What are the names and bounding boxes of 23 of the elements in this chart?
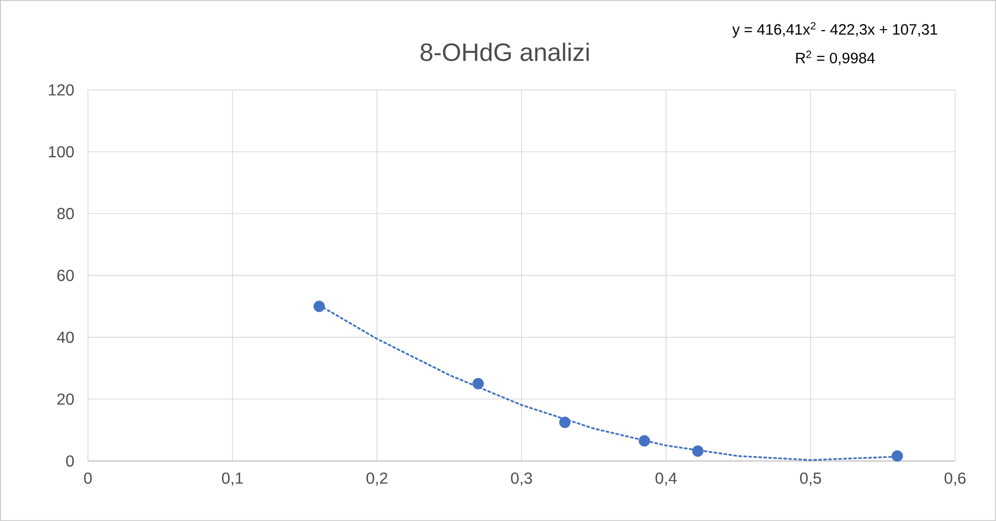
point bbox=[892, 450, 903, 462]
x-tick-label: 0,3 bbox=[511, 472, 532, 486]
x-tick-label: 0 bbox=[84, 472, 92, 484]
x-tick-label: 0,6 bbox=[944, 472, 966, 486]
text: y = 416,41x$^{2}$ - 422,3x + 107,31 bbox=[732, 22, 938, 38]
point bbox=[638, 435, 650, 447]
x-tick-label: 0,5 bbox=[800, 472, 822, 486]
point bbox=[692, 445, 704, 457]
point bbox=[313, 300, 325, 312]
y-tick-label: 120 bbox=[48, 84, 74, 96]
x-tick-label: 0,4 bbox=[656, 472, 677, 486]
y-tick-label: 20 bbox=[57, 394, 74, 405]
y-tick-label: 0 bbox=[66, 455, 74, 467]
y-tick-label: 40 bbox=[56, 332, 74, 343]
y-tick-label: 60 bbox=[57, 270, 74, 282]
chart-title: 8-OHdG analizi bbox=[420, 42, 589, 62]
x-tick-label: 0,2 bbox=[366, 472, 388, 486]
y-tick-label: 80 bbox=[57, 208, 74, 220]
y-tick-label: 100 bbox=[48, 146, 74, 158]
text: R$^{2}$ = 0,9984 bbox=[796, 50, 875, 66]
point bbox=[472, 378, 484, 390]
x-tick-label: 0,1 bbox=[222, 472, 243, 486]
point bbox=[559, 416, 571, 428]
